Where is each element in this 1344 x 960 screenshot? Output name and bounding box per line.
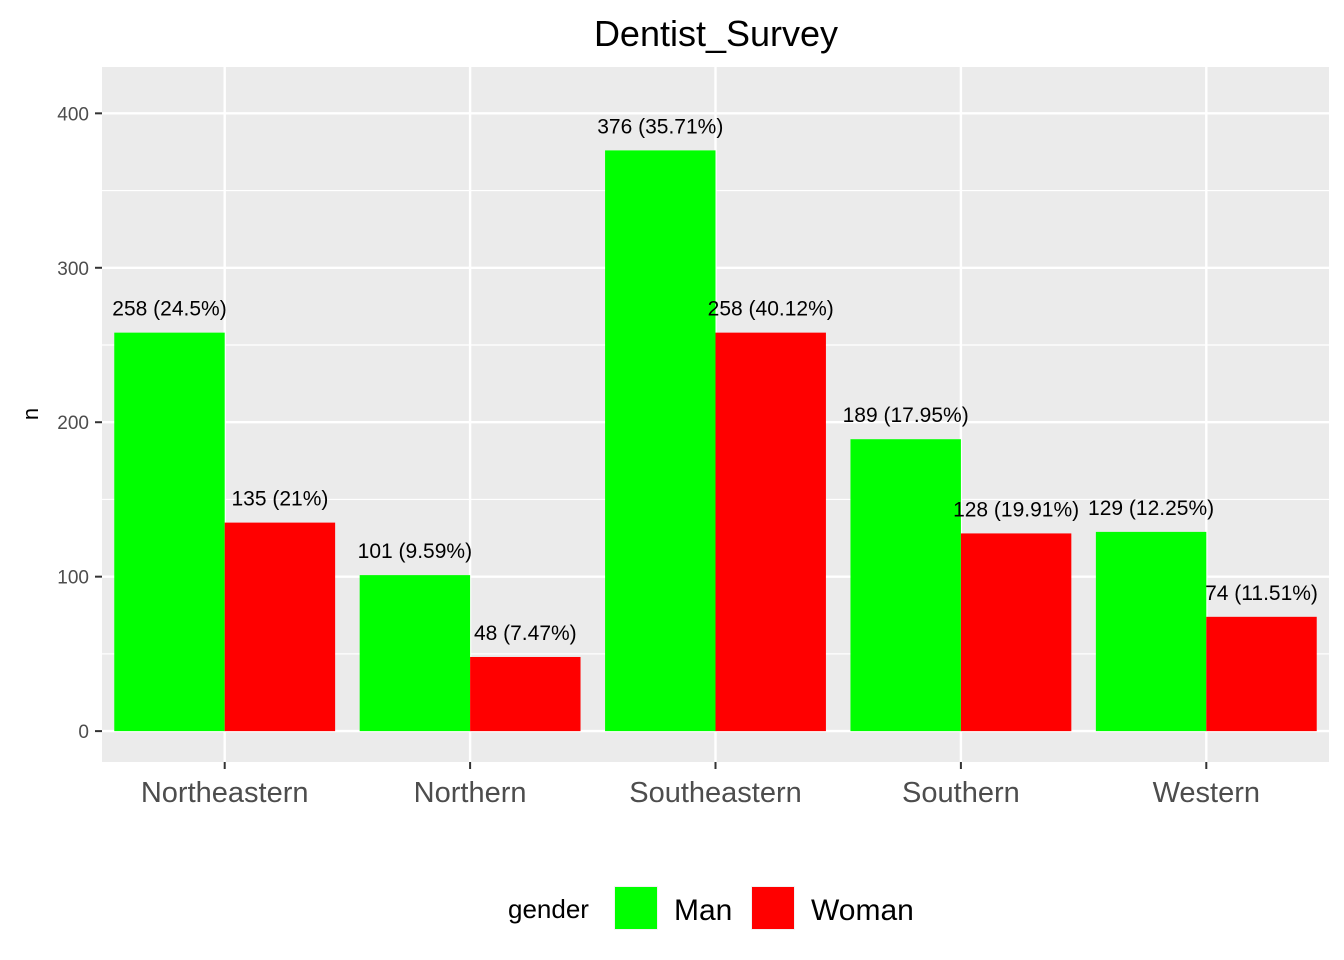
legend-swatch-man	[615, 887, 657, 929]
bar-man-western	[1095, 531, 1207, 732]
legend-label-man: Man	[674, 894, 732, 927]
bar-man-northern	[359, 575, 471, 732]
data-label: 128 (19.91%)	[953, 498, 1079, 521]
x-tick-label: Western	[1153, 777, 1260, 809]
legend-swatch-woman	[752, 887, 794, 929]
bar-woman-northeastern	[224, 522, 336, 732]
data-label: 258 (40.12%)	[708, 298, 834, 321]
bar-man-southern	[850, 439, 961, 732]
bars	[114, 150, 1317, 732]
legend-title: gender	[508, 894, 589, 924]
y-tick-label: 0	[78, 722, 89, 743]
x-tick-label: Northern	[414, 777, 527, 809]
data-label: 48 (7.47%)	[474, 622, 577, 645]
y-axis-label: n	[18, 408, 43, 420]
y-tick-label: 400	[57, 104, 89, 125]
chart-title: Dentist_Survey	[594, 13, 838, 54]
data-label: 189 (17.95%)	[843, 404, 969, 427]
bar-man-northeastern	[114, 332, 225, 732]
x-tick-label: Northeastern	[141, 777, 309, 809]
legend: gender Man Woman	[508, 886, 914, 930]
x-tick-label: Southern	[902, 777, 1020, 809]
bar-woman-northern	[470, 656, 581, 732]
data-label: 74 (11.51%)	[1205, 582, 1318, 605]
data-label: 376 (35.71%)	[597, 115, 723, 138]
data-label: 258 (24.5%)	[112, 298, 226, 321]
bar-woman-western	[1206, 616, 1317, 732]
y-tick-label: 100	[57, 568, 89, 589]
data-label: 135 (21%)	[231, 488, 328, 511]
bar-man-southeastern	[605, 150, 716, 732]
bar-woman-southern	[960, 533, 1072, 732]
data-label: 101 (9.59%)	[358, 540, 472, 563]
data-labels: 258 (24.5%) 101 (9.59%) 376 (35.71%) 189 (1…	[112, 115, 1318, 645]
legend-label-woman: Woman	[811, 894, 914, 927]
x-axis: Northeastern Northern Southeastern Southern…	[141, 762, 1260, 809]
data-label: 129 (12.25%)	[1088, 497, 1214, 520]
y-axis: 0 100 200 300 400	[57, 104, 102, 743]
y-tick-label: 300	[57, 259, 89, 280]
bar-woman-southeastern	[715, 332, 826, 732]
x-tick-label: Southeastern	[629, 777, 802, 809]
y-tick-label: 200	[57, 413, 89, 434]
